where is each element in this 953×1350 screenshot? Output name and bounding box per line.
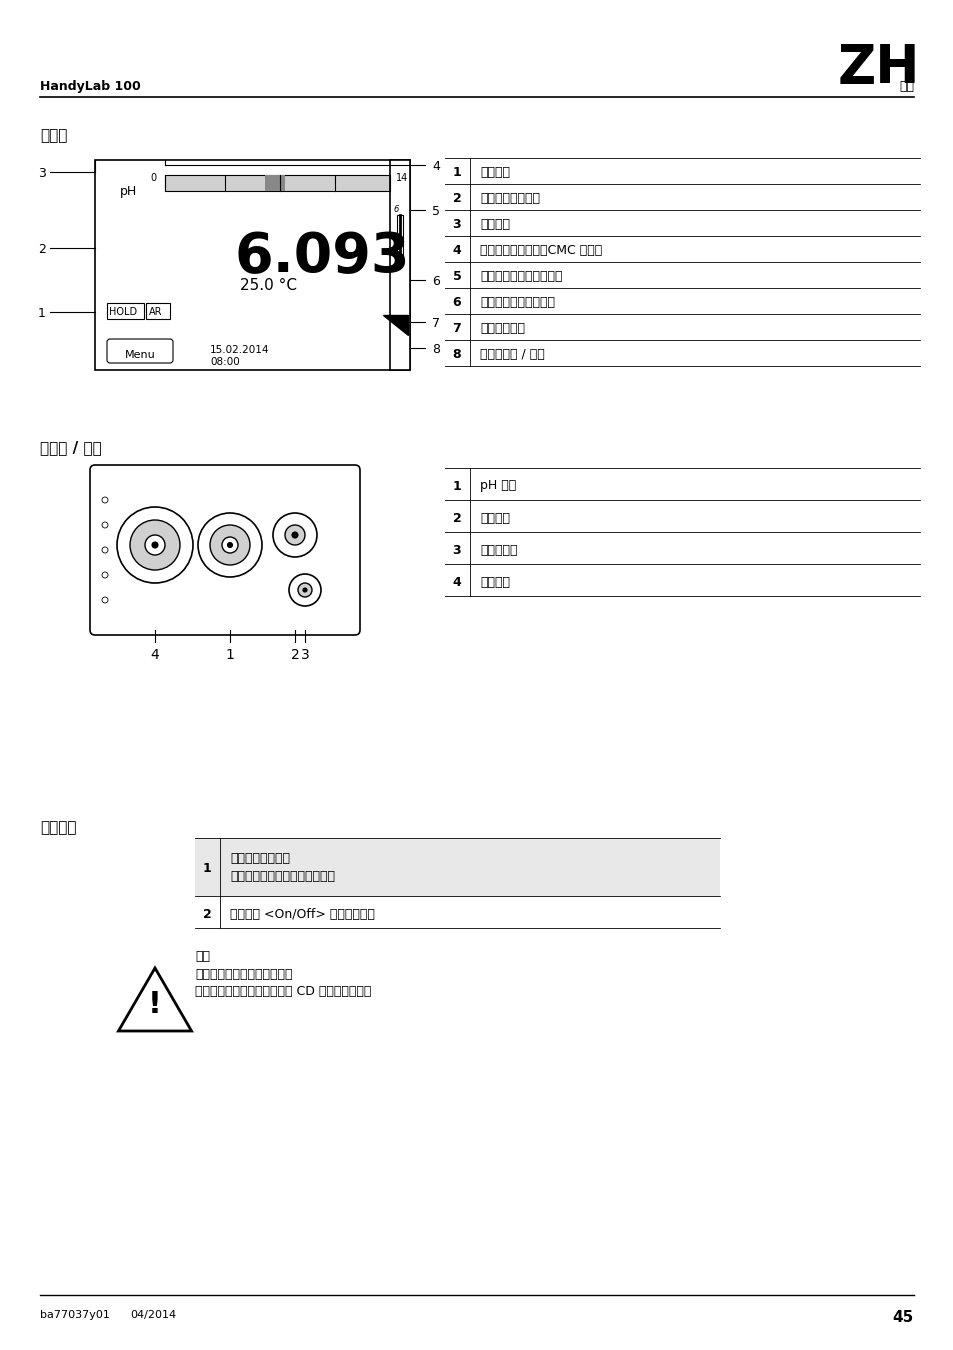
Circle shape [297,583,312,597]
Circle shape [222,537,237,554]
Text: 1: 1 [225,648,234,662]
Text: 1: 1 [202,863,212,876]
Text: 中文: 中文 [898,80,913,93]
Text: 显示屏: 显示屏 [40,128,68,143]
Bar [165,176,390,190]
Circle shape [303,589,307,593]
Text: 传感器操作说明可以在随附的 CD 光盘中和找到。: 传感器操作说明可以在随附的 CD 光盘中和找到。 [194,986,371,998]
Text: 保养接口: 保养接口 [479,575,510,589]
Circle shape [152,541,158,548]
Polygon shape [118,968,192,1031]
Text: HOLD: HOLD [109,306,137,317]
Text: 6.093: 6.093 [234,230,410,284]
Text: 2: 2 [452,512,461,525]
Bar [95,161,410,370]
Text: 5: 5 [452,270,461,284]
Text: 首次使用: 首次使用 [40,819,76,836]
Circle shape [102,522,108,528]
Text: 2: 2 [202,907,212,921]
Text: pH: pH [120,185,137,198]
Polygon shape [382,315,408,335]
Circle shape [102,547,108,553]
Text: 测量值（含单位）: 测量值（含单位） [479,193,539,205]
Circle shape [289,574,320,606]
Circle shape [117,508,193,583]
Text: 参考电极: 参考电极 [479,512,510,525]
Text: 5: 5 [432,205,439,217]
Circle shape [145,535,165,555]
FancyBboxPatch shape [146,302,170,319]
Text: 测量参数: 测量参数 [479,219,510,231]
Text: Menu: Menu [125,350,155,360]
Bar [390,161,410,370]
FancyBboxPatch shape [107,339,172,363]
Text: 同时注意蓄电池极性是否正确。: 同时注意蓄电池极性是否正确。 [230,869,335,883]
Text: 插口区 / 接口: 插口区 / 接口 [40,440,102,455]
Circle shape [227,543,233,548]
Text: 4: 4 [432,161,439,173]
Text: AR: AR [149,306,162,317]
Text: 装入随附的电池。: 装入随附的电池。 [230,852,290,865]
Circle shape [292,532,297,539]
Text: 2: 2 [291,648,299,662]
Text: 温度测量值（含单位）: 温度测量值（含单位） [479,297,555,309]
Circle shape [130,520,180,570]
Text: pH 电极: pH 电极 [479,479,516,493]
Text: 6: 6 [453,297,461,309]
Text: ba77037y01: ba77037y01 [40,1310,110,1320]
Bar [265,176,285,190]
Circle shape [285,525,305,545]
Text: 4: 4 [151,648,159,662]
Text: 1: 1 [38,306,46,320]
Text: 7: 7 [432,317,439,329]
Text: 45: 45 [892,1310,913,1324]
Text: 25.0 °C: 25.0 °C [240,278,296,293]
Text: 连续的测量值控制（CMC 功能）: 连续的测量值控制（CMC 功能） [479,244,601,258]
Text: 0: 0 [151,173,157,184]
Text: 6: 6 [393,205,398,215]
Text: 2: 2 [38,243,46,256]
Circle shape [210,525,250,566]
Text: 其他状态信息: 其他状态信息 [479,323,524,336]
Text: 温度探测器: 温度探测器 [479,544,517,556]
Text: 14: 14 [395,173,408,184]
Text: ZH: ZH [837,42,919,95]
Text: 04/2014: 04/2014 [130,1310,176,1320]
Text: 3: 3 [300,648,309,662]
Bar [194,838,720,896]
Text: 6: 6 [432,275,439,288]
Text: !: ! [148,990,162,1019]
Circle shape [273,513,316,558]
Bar [396,215,402,261]
Circle shape [102,572,108,578]
Text: 3: 3 [38,167,46,180]
Text: 传感器图标（校准评估）: 传感器图标（校准评估） [479,270,562,284]
Text: 小心: 小心 [194,950,210,963]
Text: 状态信息: 状态信息 [479,166,510,180]
Text: 4: 4 [452,575,461,589]
Text: 2: 2 [452,193,461,205]
FancyBboxPatch shape [90,464,359,634]
FancyBboxPatch shape [107,302,144,319]
Text: 1: 1 [452,166,461,180]
Circle shape [198,513,262,576]
Text: 1: 1 [452,479,461,493]
Text: 3: 3 [453,544,461,556]
Text: 注意所用传感器的安全提示。: 注意所用传感器的安全提示。 [194,968,293,981]
Circle shape [102,497,108,504]
Text: 7: 7 [452,323,461,336]
Text: 08:00: 08:00 [210,356,239,367]
Text: 软键和日期 / 时间: 软键和日期 / 时间 [479,348,544,362]
Text: 4: 4 [452,244,461,258]
Text: 8: 8 [453,348,461,362]
Text: 15.02.2014: 15.02.2014 [210,346,269,355]
Circle shape [102,597,108,603]
Text: HandyLab 100: HandyLab 100 [40,80,141,93]
Text: 按下按閔 <On/Off> 接通测量仪。: 按下按閔 <On/Off> 接通测量仪。 [230,907,375,921]
Text: 3: 3 [453,219,461,231]
Text: 8: 8 [432,343,439,356]
